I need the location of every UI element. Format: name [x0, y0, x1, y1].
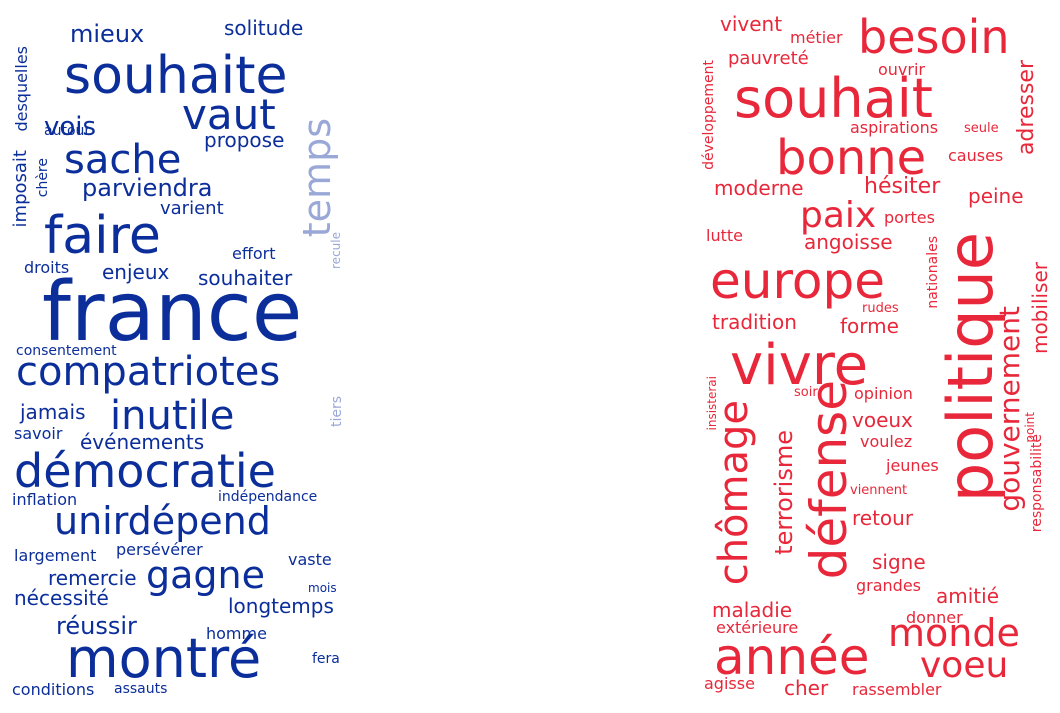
cloud-word: aspirations [850, 118, 939, 137]
cloud-word: savoir [14, 424, 63, 443]
cloud-word: mois [308, 581, 337, 595]
cloud-word: bonne [776, 130, 927, 186]
cloud-word: europe [710, 252, 885, 310]
cloud-word: conditions [12, 680, 95, 699]
cloud-word: maladie [712, 598, 793, 622]
cloud-word: longtemps [228, 594, 334, 618]
cloud-word: solitude [224, 16, 304, 40]
cloud-word: autour [44, 123, 91, 139]
cloud-word: vaste [288, 550, 332, 569]
cloud-word: besoin [858, 10, 1010, 64]
cloud-word: insisterai [705, 376, 719, 431]
cloud-word: varient [160, 198, 224, 219]
cloud-word: france [42, 265, 303, 360]
cloud-word: grandes [856, 576, 922, 595]
cloud-word: recule [329, 232, 343, 269]
cloud-word: extérieure [716, 618, 799, 637]
cloud-word: voulez [860, 432, 913, 451]
word-cloud-right: souhait politique vivre europe bonne année déf… [700, 0, 1060, 713]
cloud-word: droits [24, 258, 70, 277]
cloud-word: métier [790, 28, 843, 47]
cloud-word: donner [906, 608, 963, 627]
cloud-word: signe [872, 550, 926, 574]
cloud-word: mieux [70, 20, 145, 48]
cloud-word: remercie [48, 566, 137, 590]
cloud-word: nécessité [14, 586, 109, 610]
cloud-word: ouvrir [878, 60, 925, 79]
cloud-word: montré [66, 627, 262, 690]
cloud-word: voeu [920, 645, 1009, 686]
cloud-word: largement [14, 546, 97, 565]
cloud-word: nationales [925, 236, 941, 309]
word-cloud-left: france souhaite faire démocratie compatriote… [0, 0, 360, 713]
cloud-word: monde [888, 611, 1020, 655]
cloud-word: événements [80, 430, 205, 454]
cloud-word: enjeux [102, 260, 170, 284]
cloud-word: parviendra [82, 174, 213, 202]
cloud-word: forme [840, 314, 899, 338]
cloud-word: seule [964, 121, 999, 136]
cloud-word: rassembler [852, 680, 942, 699]
cloud-word: vivent [720, 12, 783, 36]
cloud-word: portes [884, 208, 935, 227]
cloud-word: cher [784, 676, 829, 700]
cloud-word: responsabilité [1029, 434, 1045, 533]
cloud-word: pauvreté [728, 48, 809, 69]
cloud-word: viennent [850, 483, 908, 498]
cloud-word: souhaiter [198, 266, 293, 290]
cloud-word: propose [204, 128, 285, 152]
cloud-word: homme [206, 624, 267, 643]
cloud-word: chère [35, 158, 51, 198]
cloud-word: inutile [110, 393, 235, 439]
cloud-word: souhaite [64, 46, 288, 106]
cloud-word: assauts [114, 681, 168, 697]
cloud-word: amitié [936, 584, 999, 608]
cloud-word: fera [312, 651, 340, 667]
cloud-word: adresser [1014, 60, 1039, 156]
cloud-word: tiers [329, 396, 345, 428]
cloud-word: démocratie [14, 444, 276, 498]
cloud-word: terrorisme [770, 430, 798, 555]
cloud-word: persévérer [116, 540, 203, 559]
cloud-word: année [714, 628, 870, 686]
cloud-word: angoisse [804, 230, 893, 254]
cloud-word: vaut [182, 90, 276, 139]
cloud-word: vivre [730, 333, 869, 398]
cloud-word: voeux [852, 408, 913, 432]
cloud-word: jeunes [886, 456, 939, 475]
cloud-word: vois [44, 112, 97, 142]
cloud-word: agisse [704, 674, 755, 693]
cloud-word: hésiter [864, 174, 941, 199]
cloud-word: opinion [854, 384, 913, 403]
cloud-word: retour [852, 506, 914, 530]
cloud-word: indépendance [218, 489, 318, 505]
cloud-word: imposait [10, 150, 31, 228]
cloud-word: consentement [16, 343, 117, 359]
cloud-word: gagne [146, 553, 265, 597]
cloud-word: faire [44, 206, 161, 266]
cloud-word: soir [794, 385, 818, 400]
cloud-word: moderne [714, 176, 804, 200]
cloud-word: défense [800, 380, 858, 580]
cloud-word: compatriotes [16, 349, 281, 395]
cloud-word: tradition [712, 310, 797, 334]
cloud-word: jamais [20, 400, 86, 424]
cloud-word: gouvernement [993, 306, 1026, 512]
cloud-word: temps [295, 118, 339, 238]
cloud-word: mobiliser [1028, 262, 1052, 355]
cloud-word: chômage [711, 400, 757, 586]
cloud-word: paix [800, 195, 877, 236]
cloud-word: réussir [56, 612, 137, 640]
cloud-word: desquelles [12, 46, 31, 132]
cloud-word: souhait [734, 67, 933, 130]
cloud-word: effort [232, 244, 276, 263]
cloud-word: lutte [706, 226, 743, 245]
cloud-word: unirdépend [54, 499, 271, 543]
cloud-word: rudes [862, 301, 899, 316]
cloud-word: peine [968, 184, 1024, 208]
cloud-word: causes [948, 146, 1004, 165]
cloud-word: sache [64, 137, 182, 183]
cloud-word: développement [701, 60, 717, 170]
cloud-word: inflation [12, 490, 78, 509]
